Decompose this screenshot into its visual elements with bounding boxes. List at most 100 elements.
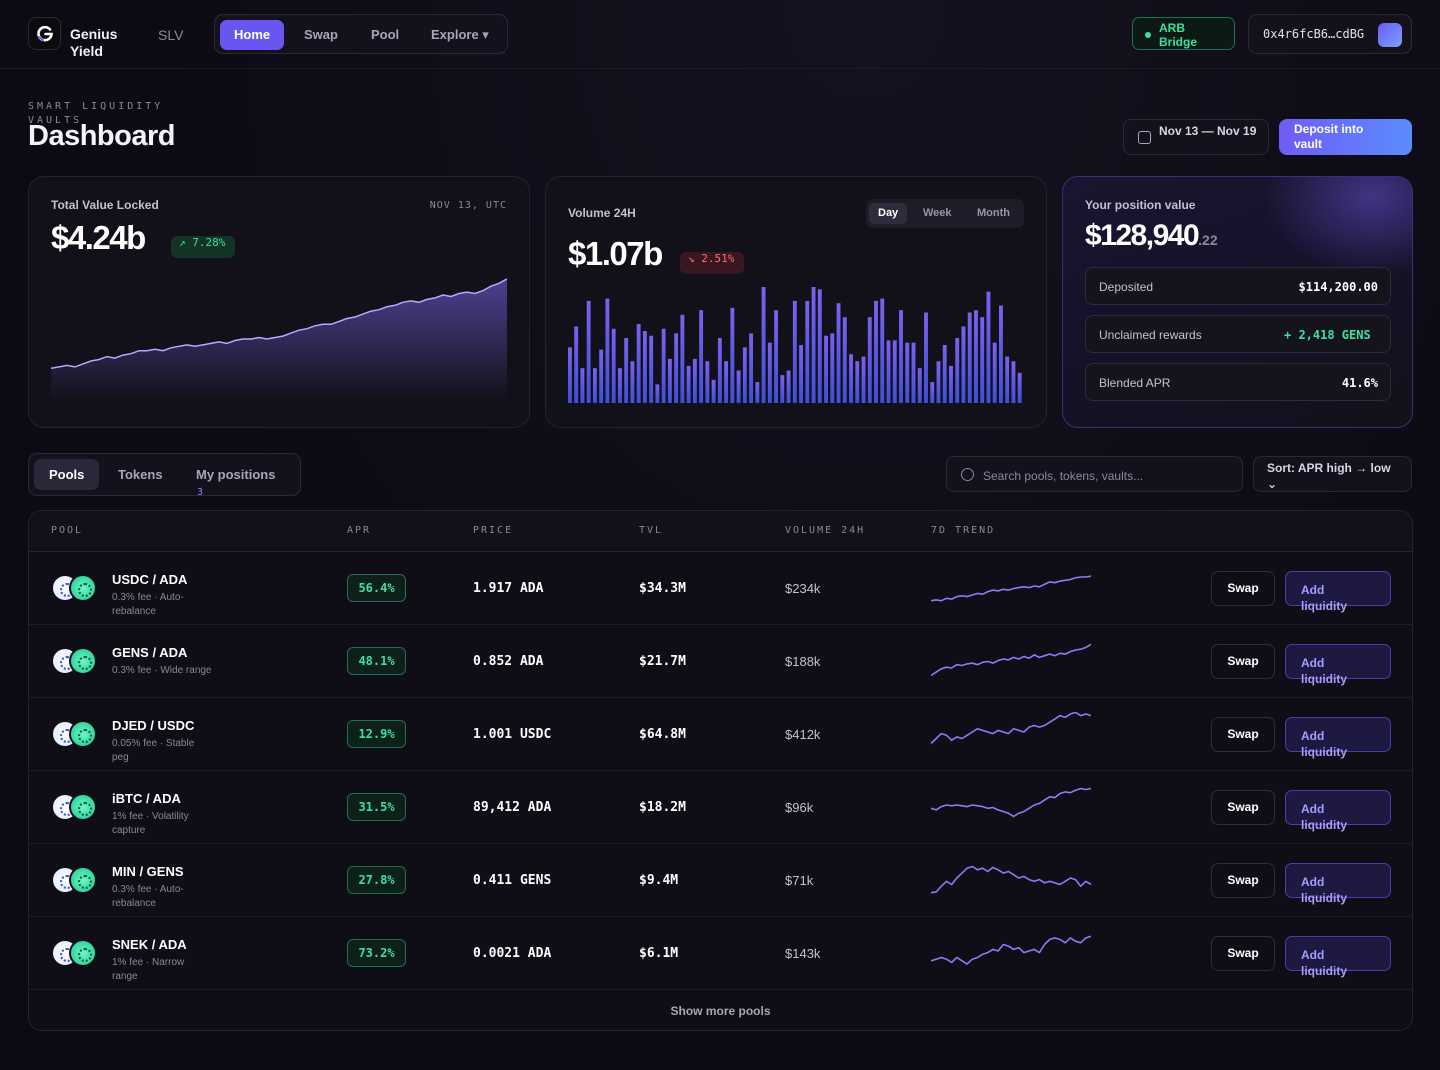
pool-pair[interactable]: USDC / ADA	[112, 572, 188, 587]
sort-label: Sort: APR high → low ⌄	[1267, 461, 1391, 491]
volume-bar	[974, 310, 978, 403]
page-eyebrow: SMART LIQUIDITY VAULTS	[28, 101, 164, 126]
pool-price: 0.0021 ADA	[473, 946, 552, 961]
volume-bar	[986, 291, 991, 403]
apr-badge: 31.5%	[347, 793, 406, 821]
position-row-apr: Blended APR 41.6%	[1085, 363, 1391, 401]
nav-swap[interactable]: Swap	[304, 27, 338, 42]
volume-bar	[630, 361, 635, 403]
bridge-button[interactable]: ARB Bridge	[1132, 17, 1235, 50]
pools-table: POOL APR PRICE TVL VOLUME 24H 7D TREND U…	[28, 510, 1413, 1031]
table-row[interactable]: MIN / GENS 0.3% fee · Auto-rebalance 27.8%…	[29, 844, 1412, 917]
pool-volume: $96k	[785, 800, 814, 815]
apr-badge: 48.1%	[347, 647, 406, 675]
position-row-rewards: Unclaimed rewards + 2,418 GENS	[1085, 315, 1391, 353]
table-row[interactable]: SNEK / ADA 1% fee · Narrow range 73.2% 0.00…	[29, 917, 1412, 990]
add-liquidity-button[interactable]: Add liquidity	[1285, 790, 1391, 832]
table-row[interactable]: USDC / ADA 0.3% fee · Auto-rebalance 56.4%…	[29, 552, 1412, 625]
pool-tvl: $6.1M	[639, 946, 679, 961]
blended-apr-label: Blended APR	[1099, 376, 1171, 390]
search-placeholder: Search pools, tokens, vaults...	[983, 469, 1144, 483]
logo-icon[interactable]	[28, 17, 61, 50]
pool-tvl: $34.3M	[639, 581, 686, 596]
volume-bar	[842, 317, 847, 403]
volume-bar	[811, 287, 816, 403]
swap-button[interactable]: Swap	[1211, 717, 1275, 752]
apr-badge: 73.2%	[347, 939, 406, 967]
pool-description: 1% fee · Volatility capture	[112, 811, 189, 836]
volume-bar	[961, 326, 966, 403]
token-icon	[69, 866, 97, 894]
calendar-icon	[1138, 131, 1151, 144]
add-liquidity-button[interactable]: Add liquidity	[1285, 717, 1391, 759]
nav-pool[interactable]: Pool	[371, 27, 400, 42]
volume-bar	[817, 289, 822, 403]
deposit-label: Deposit into vault	[1294, 122, 1364, 151]
add-liquidity-button[interactable]: Add liquidity	[1285, 644, 1391, 686]
date-range-picker[interactable]: Nov 13 — Nov 19	[1123, 119, 1269, 155]
volume-bar	[661, 328, 666, 403]
swap-button[interactable]: Swap	[1211, 571, 1275, 606]
tvl-area-chart	[51, 278, 507, 397]
col-volume[interactable]: VOLUME 24H	[785, 525, 866, 536]
add-liquidity-button[interactable]: Add liquidity	[1285, 863, 1391, 905]
table-row[interactable]: iBTC / ADA 1% fee · Volatility capture 31.…	[29, 771, 1412, 844]
volume-bar	[936, 361, 941, 403]
period-month[interactable]: Month	[977, 207, 1010, 219]
pool-pair[interactable]: DJED / USDC	[112, 718, 195, 733]
period-day[interactable]: Day	[869, 203, 908, 224]
col-apr[interactable]: APR	[347, 525, 372, 536]
period-week[interactable]: Week	[923, 207, 952, 219]
swap-button[interactable]: Swap	[1211, 863, 1275, 898]
pool-pair[interactable]: MIN / GENS	[112, 864, 184, 879]
table-row[interactable]: GENS / ADA 0.3% fee · Wide range 48.1% 0.85…	[29, 625, 1412, 698]
pool-price: 0.852 ADA	[473, 654, 544, 669]
col-price[interactable]: PRICE	[473, 525, 514, 536]
trend-line	[931, 865, 1091, 894]
nav-explore[interactable]: Explore ▾	[431, 27, 489, 42]
volume-bar	[1005, 356, 1010, 403]
volume-bar	[917, 368, 922, 403]
add-liquidity-button[interactable]: Add liquidity	[1285, 571, 1391, 613]
search-input[interactable]: Search pools, tokens, vaults...	[946, 456, 1243, 492]
col-pool[interactable]: POOL	[51, 525, 84, 536]
trend-line	[931, 575, 1091, 602]
volume-bar	[930, 382, 935, 403]
pool-description: 0.3% fee · Auto-rebalance	[112, 592, 184, 617]
nav-home[interactable]: Home	[220, 20, 285, 50]
position-value-main: $128,940	[1085, 219, 1200, 252]
trend-sparkline	[931, 575, 1091, 602]
trend-line	[931, 643, 1091, 677]
tab-my-positions[interactable]: My positions	[196, 467, 276, 482]
volume-bar	[992, 342, 997, 403]
table-row[interactable]: DJED / USDC 0.05% fee · Stable peg 12.9% 1.…	[29, 698, 1412, 771]
wallet-button[interactable]: 0x4r6fcB6…cdBG	[1248, 14, 1412, 54]
volume-bar	[761, 287, 766, 403]
trend-sparkline	[931, 865, 1091, 894]
swap-button[interactable]: Swap	[1211, 936, 1275, 971]
trend-sparkline	[931, 712, 1091, 745]
show-more-button[interactable]: Show more pools	[670, 1004, 771, 1018]
swap-button[interactable]: Swap	[1211, 644, 1275, 679]
brand-name[interactable]: Genius Yield	[70, 26, 118, 59]
sort-dropdown[interactable]: Sort: APR high → low ⌄	[1253, 456, 1412, 492]
volume-bar	[780, 375, 785, 403]
token-icon	[69, 720, 97, 748]
tab-tokens[interactable]: Tokens	[118, 467, 163, 482]
swap-button[interactable]: Swap	[1211, 790, 1275, 825]
pool-description: 0.3% fee · Auto-rebalance	[112, 884, 184, 909]
add-liquidity-label: Add liquidity	[1301, 583, 1347, 613]
volume-bar	[605, 298, 610, 403]
pool-pair[interactable]: iBTC / ADA	[112, 791, 181, 806]
volume-bar	[636, 324, 641, 403]
tvl-label: Total Value Locked	[51, 198, 159, 212]
deposit-button[interactable]: Deposit into vault	[1279, 119, 1412, 155]
col-tvl[interactable]: TVL	[639, 525, 664, 536]
add-liquidity-button[interactable]: Add liquidity	[1285, 936, 1391, 978]
volume-bar	[861, 356, 866, 403]
pool-pair[interactable]: SNEK / ADA	[112, 937, 187, 952]
pool-pair[interactable]: GENS / ADA	[112, 645, 188, 660]
add-liquidity-label: Add liquidity	[1301, 656, 1347, 686]
tab-pools[interactable]: Pools	[34, 459, 100, 490]
volume-bar	[599, 349, 604, 403]
